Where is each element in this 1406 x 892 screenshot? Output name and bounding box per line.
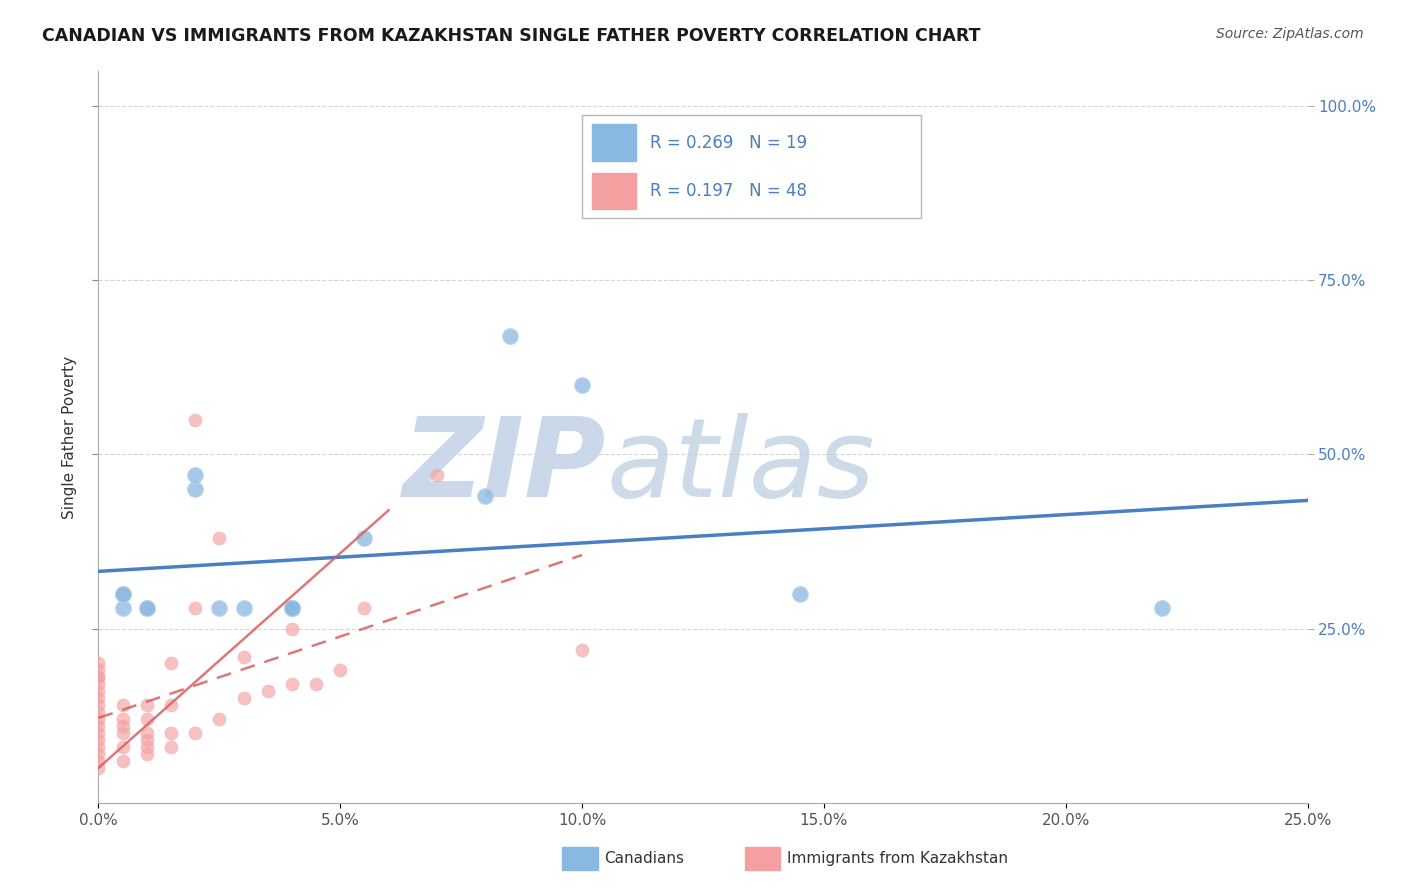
Point: [87, 684, 110, 698]
Point: [87, 719, 110, 733]
Point: [111, 740, 134, 755]
Point: [111, 712, 134, 726]
Point: [184, 468, 207, 483]
Point: [571, 377, 593, 392]
Point: [160, 740, 183, 755]
Point: [87, 733, 110, 747]
Point: [305, 677, 328, 691]
Point: [160, 726, 183, 740]
Point: [135, 600, 157, 615]
Point: [135, 698, 157, 713]
Point: [426, 468, 449, 483]
Point: [87, 740, 110, 755]
Point: [256, 684, 278, 698]
Point: [111, 587, 134, 601]
Point: [571, 642, 593, 657]
Point: [135, 726, 157, 740]
Point: [281, 622, 304, 636]
Point: [87, 698, 110, 713]
Point: [232, 649, 254, 664]
Point: [87, 712, 110, 726]
Point: [281, 600, 304, 615]
Point: [160, 657, 183, 671]
Point: [87, 691, 110, 706]
Point: [208, 600, 231, 615]
Point: [353, 531, 375, 545]
Point: [87, 664, 110, 678]
Point: [281, 600, 304, 615]
Point: [111, 698, 134, 713]
Point: [1152, 600, 1174, 615]
Point: [789, 587, 811, 601]
Point: [111, 587, 134, 601]
Point: [87, 747, 110, 761]
Point: [87, 726, 110, 740]
Point: [184, 600, 207, 615]
Text: Source: ZipAtlas.com: Source: ZipAtlas.com: [1216, 27, 1364, 41]
Point: [87, 677, 110, 691]
Point: [135, 733, 157, 747]
Y-axis label: Single Father Poverty: Single Father Poverty: [62, 356, 77, 518]
Point: [111, 754, 134, 768]
Point: [353, 600, 375, 615]
Point: [135, 740, 157, 755]
Point: [184, 412, 207, 426]
Point: [111, 726, 134, 740]
Text: atlas: atlas: [606, 413, 875, 520]
Point: [232, 691, 254, 706]
Point: [281, 600, 304, 615]
Point: [87, 705, 110, 719]
Point: [135, 600, 157, 615]
Point: [135, 747, 157, 761]
Point: [135, 712, 157, 726]
Point: [111, 719, 134, 733]
Text: Immigrants from Kazakhstan: Immigrants from Kazakhstan: [787, 852, 1008, 866]
Text: Canadians: Canadians: [605, 852, 685, 866]
Point: [87, 670, 110, 684]
Point: [87, 657, 110, 671]
Point: [498, 329, 520, 343]
Point: [281, 600, 304, 615]
Point: [208, 712, 231, 726]
Text: CANADIAN VS IMMIGRANTS FROM KAZAKHSTAN SINGLE FATHER POVERTY CORRELATION CHART: CANADIAN VS IMMIGRANTS FROM KAZAKHSTAN S…: [42, 27, 980, 45]
Point: [329, 664, 352, 678]
Text: ZIP: ZIP: [402, 413, 606, 520]
Point: [281, 677, 304, 691]
Point: [474, 489, 496, 503]
Point: [111, 600, 134, 615]
Point: [160, 698, 183, 713]
Point: [184, 726, 207, 740]
Point: [232, 600, 254, 615]
Point: [87, 761, 110, 775]
Point: [87, 754, 110, 768]
Point: [87, 670, 110, 684]
Point: [184, 483, 207, 497]
Point: [208, 531, 231, 545]
